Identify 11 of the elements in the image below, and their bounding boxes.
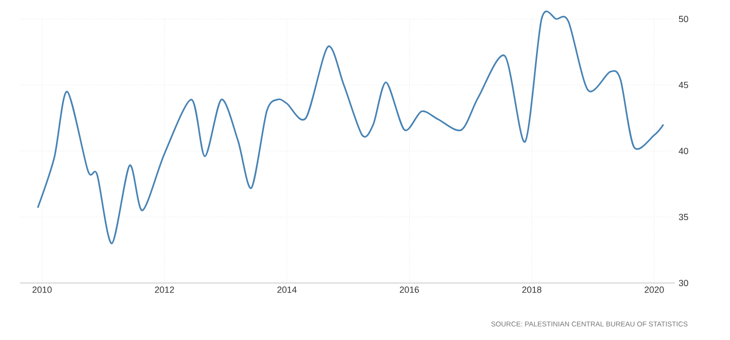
y-tick-label: 50 <box>678 16 688 22</box>
x-tick-label: 2012 <box>154 286 174 293</box>
y-tick-label: 45 <box>678 82 688 88</box>
y-tick-label: 35 <box>678 214 688 220</box>
x-tick-label: 2018 <box>522 286 542 293</box>
x-tick-label: 2020 <box>644 286 664 293</box>
y-tick-label: 40 <box>678 148 688 154</box>
x-tick-label: 2010 <box>32 286 52 293</box>
x-tick-label: 2014 <box>277 286 297 293</box>
y-tick-label: 30 <box>678 280 688 286</box>
x-tick-label: 2016 <box>400 286 419 293</box>
